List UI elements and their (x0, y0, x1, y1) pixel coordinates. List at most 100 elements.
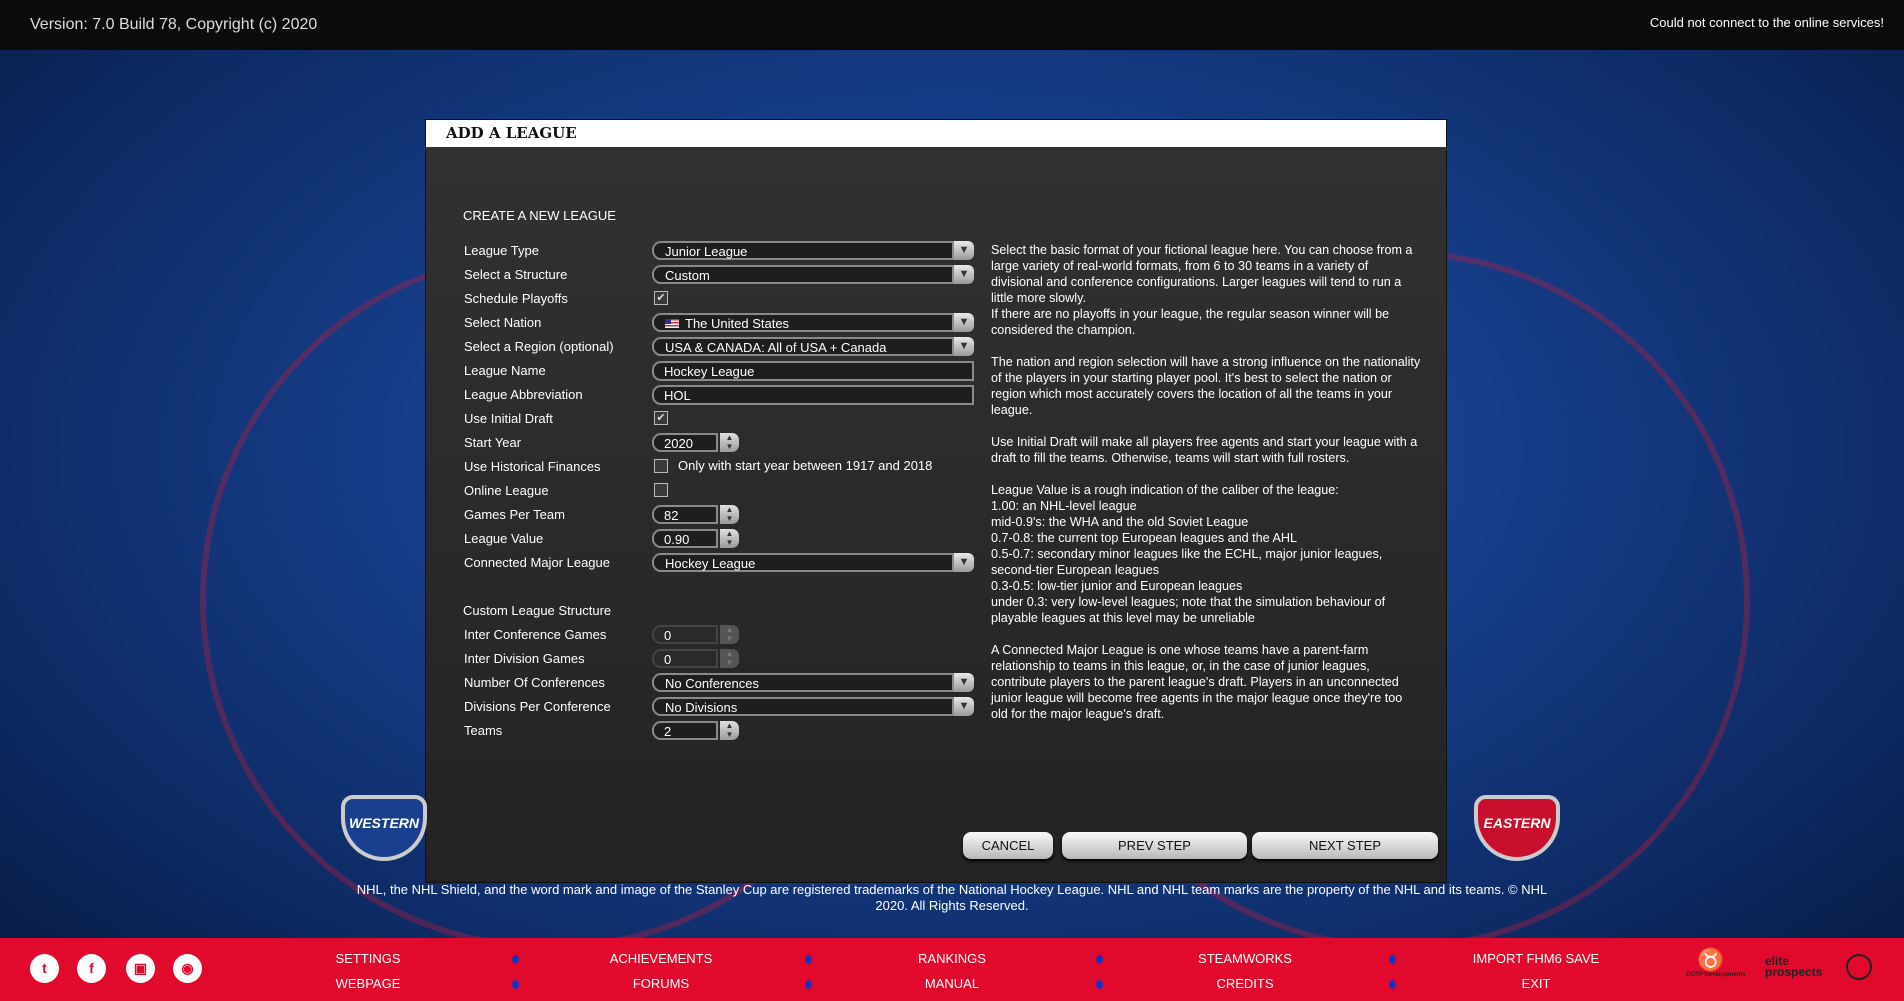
help-paragraph: Select the basic format of your fictiona… (991, 243, 1413, 337)
help-text: Select the basic format of your fictiona… (991, 242, 1421, 738)
chevron-down-icon[interactable]: ▼ (954, 265, 974, 284)
use-initial-draft-checkbox[interactable]: ✔ (654, 410, 668, 425)
form-row: Inter Division Games 0 ▲ ▼ (464, 647, 1024, 671)
select-a-region-optional-dropdown[interactable]: USA & CANADA: All of USA + Canada ▼ (652, 337, 974, 356)
inter-conference-games-stepper[interactable]: 0 ▲ ▼ (652, 625, 739, 644)
ootp-logo-text: OOTP Developments (1686, 972, 1746, 978)
schedule-playoffs-checkbox[interactable]: ✔ (654, 290, 668, 305)
field-label: Select a Structure (464, 267, 568, 282)
footer-bar: t f ▣ ◉ SETTINGS WEBPAGE ACHIEVEMENTS FORUM… (0, 938, 1904, 1001)
form-row: Teams 2 ▲ ▼ (464, 719, 1024, 743)
dropdown-value: Hockey League (665, 555, 756, 571)
field-label: Connected Major League (464, 555, 610, 570)
help-paragraph: Use Initial Draft will make all players … (991, 435, 1418, 465)
dropdown-value: Custom (665, 267, 710, 283)
start-year-stepper[interactable]: 2020 ▲ ▼ (652, 433, 739, 452)
connected-major-league-dropdown[interactable]: Hockey League ▼ (652, 553, 974, 572)
stepper-value: 2 (652, 721, 718, 740)
menu-achievements[interactable]: ACHIEVEMENTS (609, 951, 713, 966)
online-league-checkbox[interactable] (654, 482, 668, 497)
use-historical-finances-checkbox[interactable] (654, 458, 668, 473)
custom-section-title: Custom League Structure (463, 603, 612, 618)
menu-webpage[interactable]: WEBPAGE (335, 976, 401, 991)
twitch-icon[interactable]: ▣ (126, 954, 155, 983)
separator-dot (805, 980, 812, 989)
league-abbreviation-input[interactable]: HOL (652, 385, 974, 405)
stepper-value: 0 (652, 625, 718, 644)
field-label: Teams (464, 723, 503, 738)
help-paragraph: The nation and region selection will hav… (991, 355, 1421, 417)
twitter-icon[interactable]: t (30, 954, 59, 983)
stepper-arrows-icon[interactable]: ▲ ▼ (720, 649, 739, 668)
western-conference-logo: WESTERN (341, 795, 427, 861)
inter-division-games-stepper[interactable]: 0 ▲ ▼ (652, 649, 739, 668)
field-label: Inter Division Games (464, 651, 585, 666)
form-row: League Value 0.90 ▲ ▼ (464, 527, 1024, 551)
stepper-arrows-icon[interactable]: ▲ ▼ (720, 505, 739, 524)
field-label: League Value (464, 531, 544, 546)
separator-dot (1389, 955, 1396, 964)
league-value-stepper[interactable]: 0.90 ▲ ▼ (652, 529, 739, 548)
chevron-down-icon[interactable]: ▼ (954, 313, 974, 332)
chevron-down-icon[interactable]: ▼ (954, 241, 974, 260)
form-row: Games Per Team 82 ▲ ▼ (464, 503, 1024, 527)
menu-manual[interactable]: MANUAL (924, 976, 980, 991)
field-label: League Abbreviation (464, 387, 583, 402)
select-a-structure-dropdown[interactable]: Custom ▼ (652, 265, 974, 284)
stepper-value: 0 (652, 649, 718, 668)
divisions-per-conference-dropdown[interactable]: No Divisions ▼ (652, 697, 974, 716)
form-row: Connected Major League Hockey League ▼ (464, 551, 1024, 575)
dropdown-value: Junior League (665, 243, 748, 259)
form-row: League Abbreviation HOL (464, 383, 1024, 407)
stepper-arrows-icon[interactable]: ▲ ▼ (720, 721, 739, 740)
field-label: Select a Region (optional) (464, 339, 614, 354)
form-row: Number Of Conferences No Conferences ▼ (464, 671, 1024, 695)
separator-dot (805, 955, 812, 964)
chevron-down-icon[interactable]: ▼ (954, 697, 974, 716)
field-label: Schedule Playoffs (464, 291, 568, 306)
checkbox-note: Only with start year between 1917 and 20… (678, 458, 933, 474)
version-text: Version: 7.0 Build 78, Copyright (c) 202… (30, 16, 318, 33)
field-label: Start Year (464, 435, 522, 450)
menu-rankings[interactable]: RANKINGS (918, 951, 986, 966)
menu-import-fhm6-save[interactable]: IMPORT FHM6 SAVE (1472, 951, 1600, 966)
facebook-icon[interactable]: f (77, 954, 106, 983)
form-row: Online League (464, 479, 1024, 503)
next-step-button[interactable]: NEXT STEP (1252, 832, 1438, 859)
stepper-value: 82 (652, 505, 718, 524)
field-label: Number Of Conferences (464, 675, 605, 690)
stepper-arrows-icon[interactable]: ▲ ▼ (720, 433, 739, 452)
stepper-arrows-icon[interactable]: ▲ ▼ (720, 529, 739, 548)
us-flag-icon (665, 318, 679, 328)
chevron-down-icon[interactable]: ▼ (954, 553, 974, 572)
field-label: Online League (464, 483, 549, 498)
chevron-down-icon[interactable]: ▼ (954, 337, 974, 356)
bull-icon: ♉ (1697, 947, 1725, 972)
eastern-conference-logo: EASTERN (1474, 795, 1560, 861)
league-type-dropdown[interactable]: Junior League ▼ (652, 241, 974, 260)
chevron-down-icon[interactable]: ▼ (954, 673, 974, 692)
games-per-team-stepper[interactable]: 82 ▲ ▼ (652, 505, 739, 524)
number-of-conferences-dropdown[interactable]: No Conferences ▼ (652, 673, 974, 692)
league-name-input[interactable]: Hockey League (652, 361, 974, 381)
stepper-value: 2020 (652, 433, 718, 452)
menu-exit[interactable]: EXIT (1521, 976, 1551, 991)
menu-settings[interactable]: SETTINGS (335, 951, 401, 966)
connection-status: Could not connect to the online services… (1649, 15, 1884, 30)
form-row: Inter Conference Games 0 ▲ ▼ (464, 623, 1024, 647)
cancel-button[interactable]: CANCEL (963, 832, 1053, 859)
prev-step-button[interactable]: PREV STEP (1062, 832, 1247, 859)
form-row: Use Historical Finances Only with start y… (464, 455, 1024, 479)
field-label: Use Initial Draft (464, 411, 553, 426)
select-nation-dropdown[interactable]: The United States ▼ (652, 313, 974, 332)
help-paragraph: League Value is a rough indication of th… (991, 483, 1386, 625)
menu-steamworks[interactable]: STEAMWORKS (1198, 951, 1292, 966)
menu-forums[interactable]: FORUMS (632, 976, 690, 991)
separator-dot (1389, 980, 1396, 989)
menu-credits[interactable]: CREDITS (1216, 976, 1274, 991)
form-row: League Name Hockey League (464, 359, 1024, 383)
teams-stepper[interactable]: 2 ▲ ▼ (652, 721, 739, 740)
discord-icon[interactable]: ◉ (173, 954, 202, 983)
field-label: Use Historical Finances (464, 459, 601, 474)
stepper-arrows-icon[interactable]: ▲ ▼ (720, 625, 739, 644)
